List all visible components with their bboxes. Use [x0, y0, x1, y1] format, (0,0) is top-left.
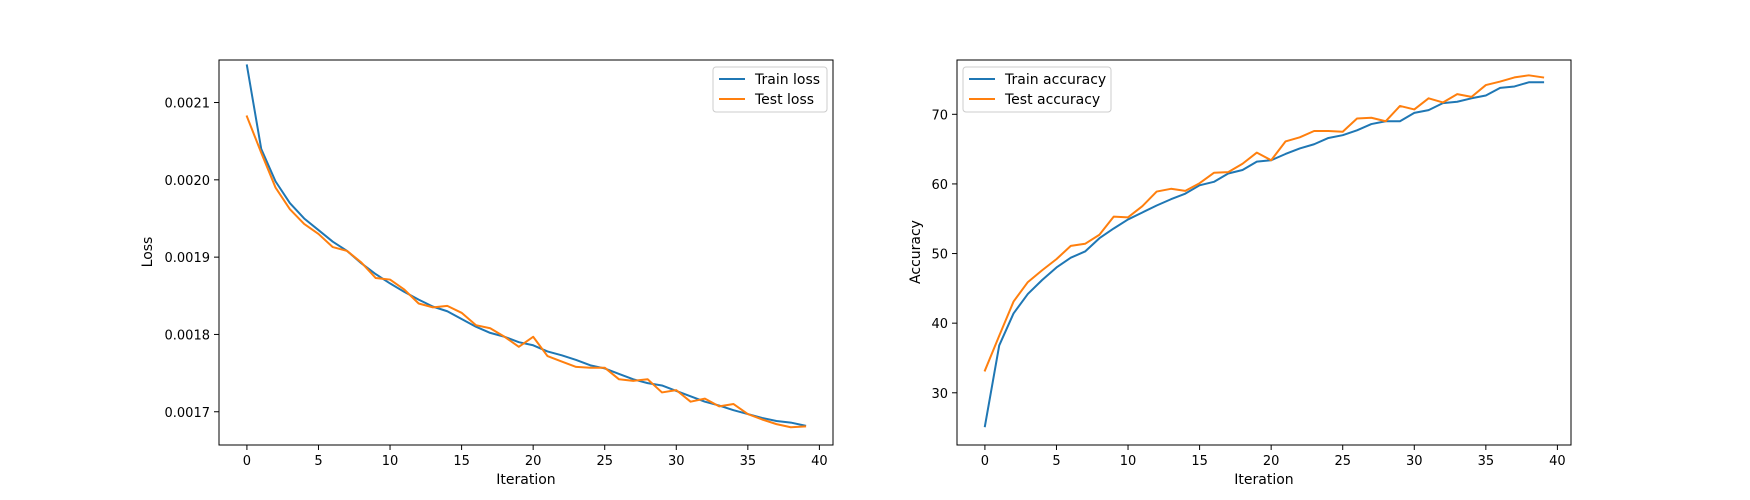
loss-plot-frame	[218, 59, 834, 446]
accuracy-x-tick-label: 30	[1406, 454, 1423, 469]
accuracy-x-tick-label: 20	[1263, 454, 1280, 469]
loss-y-ticks: 0.0017 0.0018 0.0019 0.0020 0.0021	[165, 97, 219, 421]
loss-x-tick-label: 10	[382, 454, 399, 469]
accuracy-y-tick-label: 40	[931, 317, 948, 332]
accuracy-legend: Train accuracy Test accuracy	[962, 66, 1112, 113]
loss-x-tick-label: 0	[243, 454, 251, 469]
loss-x-ticks: 0 5 10 15 20 25 30 35 40	[243, 445, 828, 469]
accuracy-y-axis-label: Accuracy	[908, 220, 924, 284]
accuracy-x-tick-label: 0	[981, 454, 989, 469]
accuracy-y-tick-label: 50	[931, 248, 948, 263]
loss-x-tick-label: 15	[453, 454, 470, 469]
loss-y-tick-label: 0.0017	[165, 406, 211, 421]
loss-x-axis-label: Iteration	[496, 472, 555, 488]
loss-x-tick-label: 40	[811, 454, 828, 469]
loss-x-tick-label: 35	[740, 454, 757, 469]
loss-test-line	[245, 115, 807, 429]
loss-train-line	[245, 64, 807, 427]
accuracy-legend-test-label: Test accuracy	[1004, 92, 1100, 108]
loss-legend-train-label: Train loss	[754, 72, 820, 88]
loss-x-tick-label: 25	[596, 454, 613, 469]
loss-y-tick-label: 0.0021	[165, 97, 211, 112]
loss-y-tick-label: 0.0020	[165, 174, 211, 189]
accuracy-x-tick-label: 40	[1549, 454, 1566, 469]
accuracy-legend-box	[962, 66, 1112, 113]
loss-x-tick-label: 30	[668, 454, 685, 469]
accuracy-x-axis-label: Iteration	[1234, 472, 1293, 488]
loss-y-axis-label: Loss	[140, 237, 156, 268]
accuracy-plot-frame	[956, 59, 1572, 446]
accuracy-x-tick-label: 35	[1478, 454, 1495, 469]
accuracy-train-line	[983, 81, 1545, 428]
accuracy-x-tick-label: 15	[1191, 454, 1208, 469]
loss-y-tick-label: 0.0018	[165, 328, 211, 343]
loss-x-tick-label: 20	[525, 454, 542, 469]
accuracy-x-tick-label: 5	[1052, 454, 1060, 469]
accuracy-y-tick-label: 60	[931, 178, 948, 193]
loss-y-tick-label: 0.0019	[165, 251, 211, 266]
accuracy-test-line	[983, 74, 1545, 372]
loss-chart: 0 5 10 15 20 25 30 35 40 0.0017 0.0018 0.0019 0.002…	[140, 59, 834, 488]
loss-series	[245, 64, 807, 429]
accuracy-y-ticks: 30 40 50 60 70	[931, 108, 957, 402]
accuracy-x-ticks: 0 5 10 15 20 25 30 35 40	[981, 445, 1566, 469]
accuracy-y-tick-label: 70	[931, 108, 948, 123]
accuracy-x-tick-label: 10	[1120, 454, 1137, 469]
loss-legend-test-label: Test loss	[754, 92, 814, 108]
accuracy-series	[983, 74, 1545, 428]
accuracy-legend-train-label: Train accuracy	[1004, 72, 1106, 88]
accuracy-y-tick-label: 30	[931, 387, 948, 402]
loss-legend: Train loss Test loss	[712, 66, 828, 113]
loss-x-tick-label: 5	[314, 454, 322, 469]
accuracy-chart: 0 5 10 15 20 25 30 35 40 30 40 50 60 70 Iteration Ac…	[908, 59, 1572, 488]
accuracy-x-tick-label: 25	[1334, 454, 1351, 469]
